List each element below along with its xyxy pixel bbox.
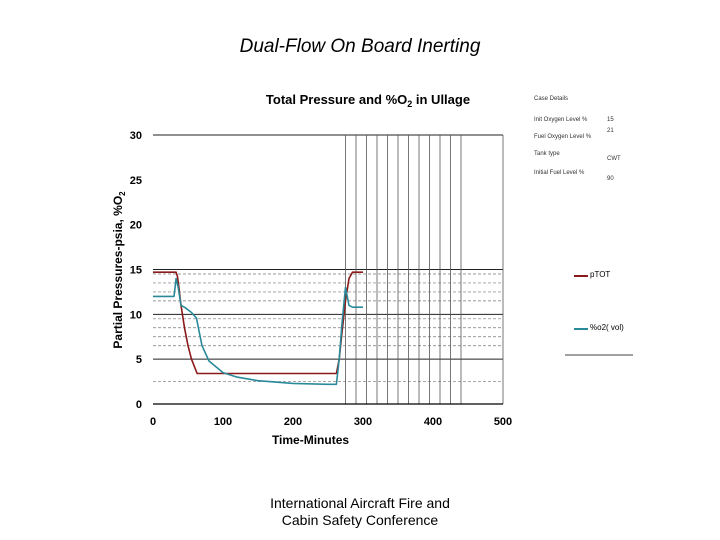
series-line-o2 (153, 277, 363, 386)
chart-labels: 0 100 200 300 400 500 0 5 10 15 20 25 30 Total Pressu… (111, 92, 512, 447)
x-axis-label: Time-Minutes (272, 433, 349, 447)
x-tick-label: 500 (494, 416, 512, 428)
y-tick-label: 30 (130, 130, 142, 142)
slide-title: Dual-Flow On Board Inerting (239, 36, 481, 57)
y-tick-label: 15 (130, 265, 142, 277)
chart-grid (153, 134, 504, 404)
x-tick-label: 400 (424, 416, 442, 428)
y-tick-label: 20 (130, 220, 142, 232)
series-line-ptot (153, 271, 363, 375)
y-axis-label: Partial Pressures-psia, %O2 (111, 191, 127, 349)
legend-item-o2: %o2( vol) (574, 323, 654, 335)
x-tick-label: 200 (284, 416, 302, 428)
chart-series (153, 271, 363, 386)
footer-line: Cabin Safety Conference (281, 512, 439, 528)
chart-title: Total Pressure and %O2 in Ullage (266, 92, 470, 109)
legend-swatch-o2 (574, 328, 588, 330)
y-tick-label: 25 (130, 175, 142, 187)
footer-line: International Aircraft Fire and (270, 495, 450, 511)
x-tick-label: 0 (150, 416, 156, 428)
y-tick-label: 5 (136, 354, 142, 366)
x-tick-label: 100 (214, 416, 232, 428)
x-tick-label: 300 (354, 416, 372, 428)
y-tick-label: 10 (130, 309, 142, 321)
legend-item-ptot: pTOT (574, 270, 654, 282)
y-tick-label: 0 (136, 399, 142, 411)
legend-swatch-ptot (574, 275, 588, 277)
footer: International Aircraft Fire and Cabin Sa… (260, 495, 460, 529)
